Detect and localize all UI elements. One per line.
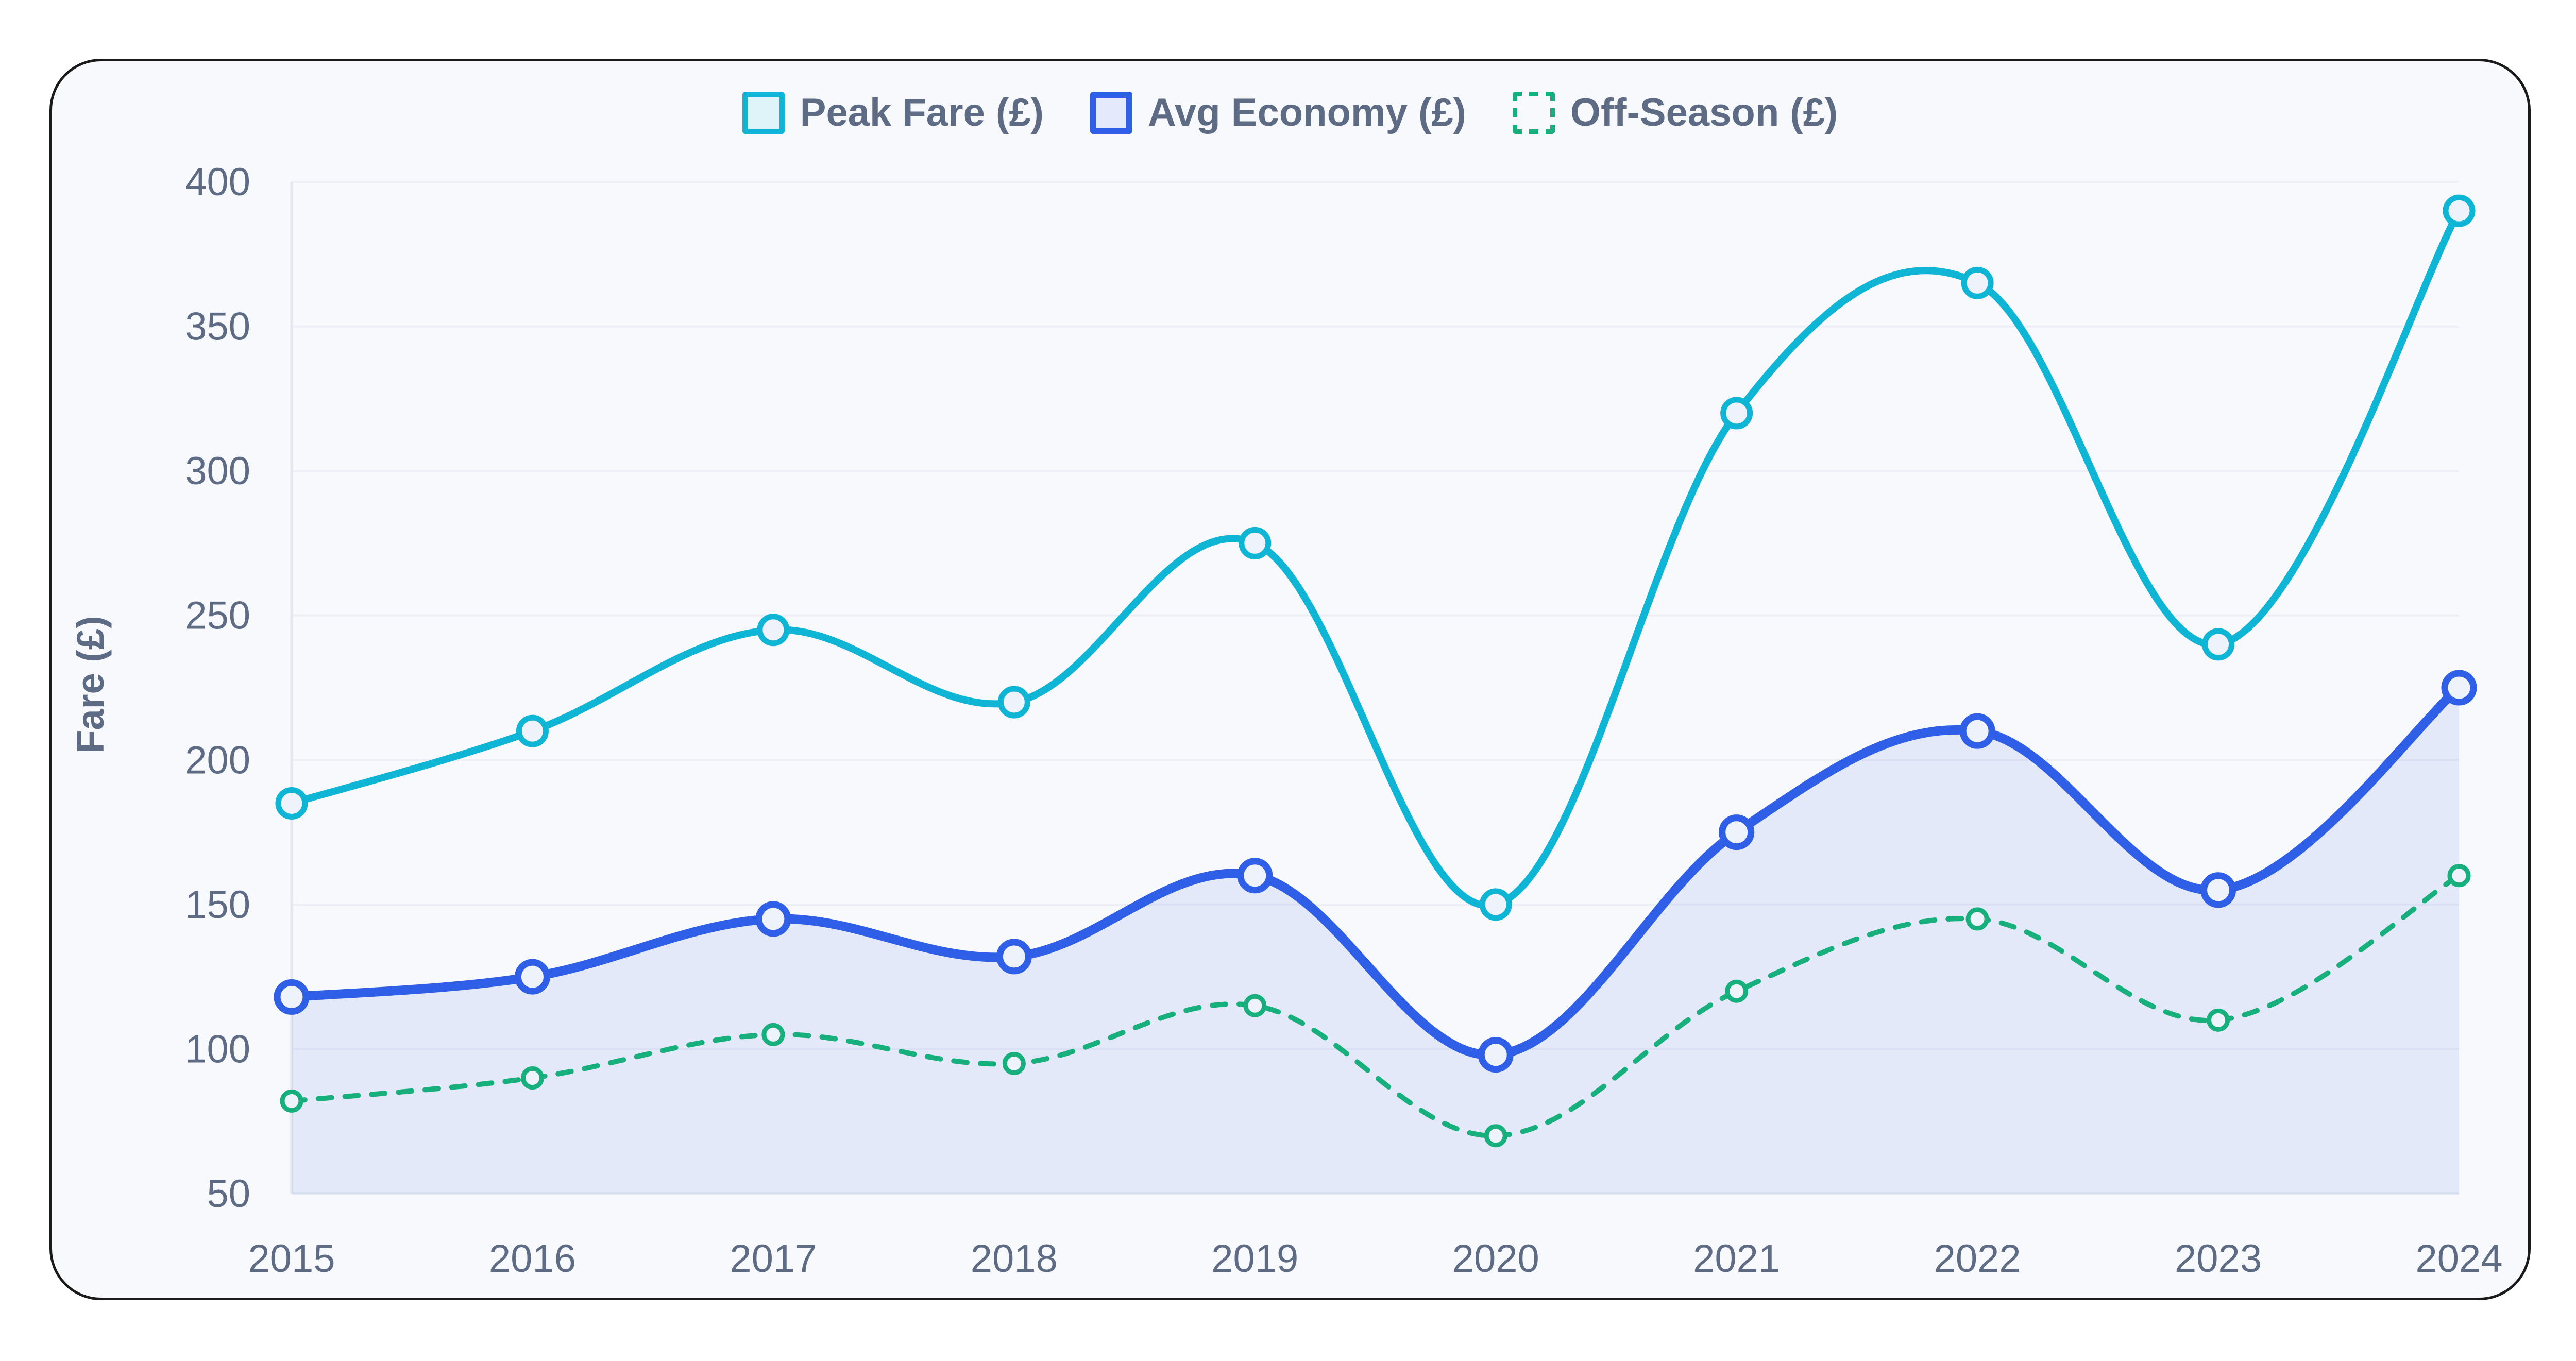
data-point <box>1725 979 1749 1003</box>
x-tick-label: 2018 <box>971 1237 1058 1281</box>
legend-label-peak-fare: Peak Fare (£) <box>800 91 1044 134</box>
series-points <box>274 194 2477 1148</box>
grid-layer <box>290 181 2459 1195</box>
x-tick-label: 2015 <box>248 1237 335 1281</box>
legend-item-avg-economy[interactable]: Avg Economy (£) <box>1090 90 1466 135</box>
data-point <box>1243 994 1267 1017</box>
data-point <box>1720 397 1753 430</box>
data-point <box>274 979 310 1015</box>
data-point <box>520 1066 544 1090</box>
data-point <box>996 939 1032 975</box>
data-point <box>757 614 790 647</box>
y-tick-label: 200 <box>185 738 250 782</box>
y-tick-label: 300 <box>185 449 250 493</box>
y-tick-label: 100 <box>185 1027 250 1071</box>
data-point <box>2202 628 2235 661</box>
data-point <box>1239 526 1272 559</box>
data-point <box>1959 713 1995 749</box>
x-tick-label: 2022 <box>1934 1237 2021 1281</box>
data-point <box>1479 888 1512 921</box>
line-chart: 50 100 150 200 250 300 350 400 2015 2016 2017 2018… <box>69 160 2503 1281</box>
y-tick-label: 50 <box>207 1172 250 1216</box>
x-tick-label: 2016 <box>489 1237 576 1281</box>
data-point <box>1478 1037 1514 1073</box>
data-point <box>516 714 549 747</box>
x-tick-label: 2021 <box>1693 1237 1780 1281</box>
legend-item-peak-fare[interactable]: Peak Fare (£) <box>742 90 1044 135</box>
chart-card: Peak Fare (£) Avg Economy (£) Off-Season… <box>49 59 2531 1300</box>
x-tick-label: 2017 <box>730 1237 817 1281</box>
legend-item-off-season[interactable]: Off-Season (£) <box>1512 90 1838 135</box>
legend-swatch-off-season <box>1512 91 1555 134</box>
data-point <box>2200 872 2236 908</box>
series-line <box>287 683 2464 1060</box>
x-tick-label: 2024 <box>2415 1237 2502 1281</box>
legend-swatch-avg-economy <box>1090 91 1132 134</box>
data-point <box>1002 1051 1026 1075</box>
series-line <box>288 207 2463 909</box>
series-area-fill <box>292 688 2459 1194</box>
data-point <box>1237 858 1273 894</box>
x-tick-label: 2023 <box>2175 1237 2262 1281</box>
data-point <box>1965 907 1989 931</box>
y-tick-label: 250 <box>185 594 250 638</box>
data-point <box>2441 670 2477 706</box>
data-point <box>2443 194 2476 227</box>
y-tick-label: 400 <box>185 160 250 204</box>
chart-legend: Peak Fare (£) Avg Economy (£) Off-Season… <box>52 90 2528 135</box>
y-axis-title: Fare (£) <box>69 616 112 753</box>
data-point <box>275 787 308 820</box>
data-point <box>1719 814 1755 850</box>
data-point <box>761 1023 785 1046</box>
x-tick-label: 2019 <box>1211 1237 1298 1281</box>
y-tick-label: 350 <box>185 305 250 349</box>
y-axis-ticks: 50 100 150 200 250 300 350 400 <box>185 160 250 1216</box>
legend-swatch-peak-fare <box>742 91 785 134</box>
legend-label-off-season: Off-Season (£) <box>1570 91 1838 134</box>
legend-label-avg-economy: Avg Economy (£) <box>1147 91 1466 134</box>
data-point <box>1961 266 1994 299</box>
data-point <box>1484 1124 1507 1148</box>
data-point <box>2207 1008 2230 1032</box>
y-tick-label: 150 <box>185 883 250 927</box>
data-point <box>2447 864 2471 888</box>
x-axis-ticks: 2015 2016 2017 2018 2019 2020 2021 2022 2023 2024 <box>248 1237 2502 1281</box>
data-point <box>514 959 550 995</box>
series-lines <box>287 207 2464 1138</box>
area-layer <box>292 688 2459 1194</box>
series-line <box>289 873 2462 1138</box>
x-tick-label: 2020 <box>1452 1237 1539 1281</box>
data-point <box>280 1089 303 1113</box>
data-point <box>997 686 1030 719</box>
data-point <box>755 901 791 937</box>
